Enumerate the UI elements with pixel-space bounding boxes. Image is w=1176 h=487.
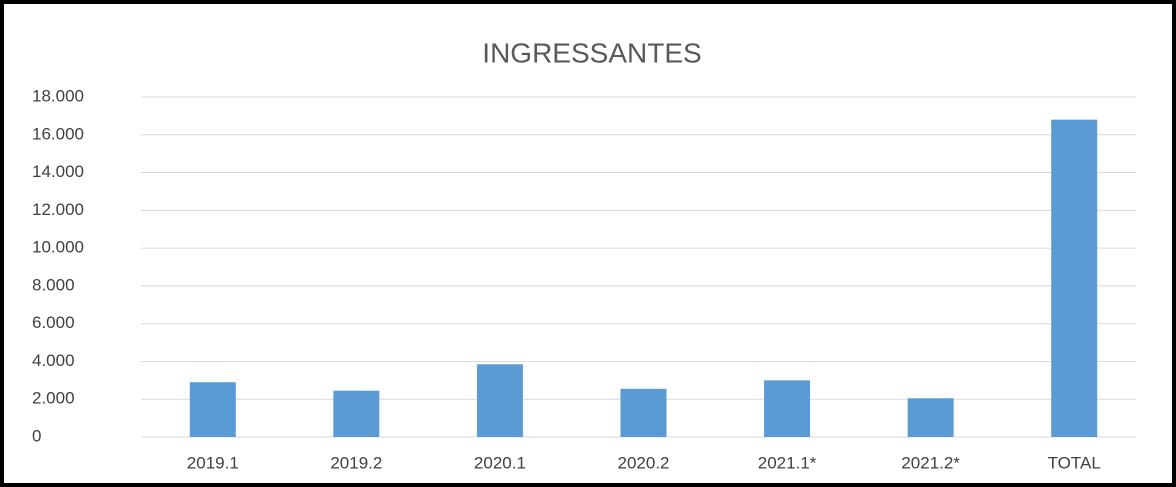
- bar: [907, 398, 954, 437]
- x-tick-label: 2019.1: [187, 453, 239, 472]
- y-tick-label: 10.000: [32, 238, 84, 257]
- y-tick-label: 2.000: [32, 389, 75, 408]
- y-tick-label: 0: [32, 426, 41, 445]
- y-tick-label: 12.000: [32, 200, 84, 219]
- y-tick-label: 18.000: [32, 86, 84, 105]
- chart-title: INGRESSANTES: [482, 37, 701, 68]
- bar: [620, 388, 667, 437]
- y-tick-label: 16.000: [32, 124, 84, 143]
- y-tick-label: 8.000: [32, 275, 75, 294]
- y-tick-label: 6.000: [32, 313, 75, 332]
- bar: [1051, 119, 1098, 438]
- bar: [189, 382, 236, 437]
- bar: [333, 390, 380, 437]
- x-tick-label: TOTAL: [1048, 453, 1101, 472]
- bar: [476, 364, 523, 437]
- x-tick-label: 2021.2*: [901, 453, 960, 472]
- y-tick-label: 4.000: [32, 351, 75, 370]
- bar: [764, 380, 811, 437]
- x-tick-label: 2021.1*: [758, 453, 817, 472]
- x-tick-label: 2019.2: [330, 453, 382, 472]
- x-tick-label: 2020.1: [474, 453, 526, 472]
- x-tick-label: 2020.2: [618, 453, 670, 472]
- y-tick-label: 14.000: [32, 162, 84, 181]
